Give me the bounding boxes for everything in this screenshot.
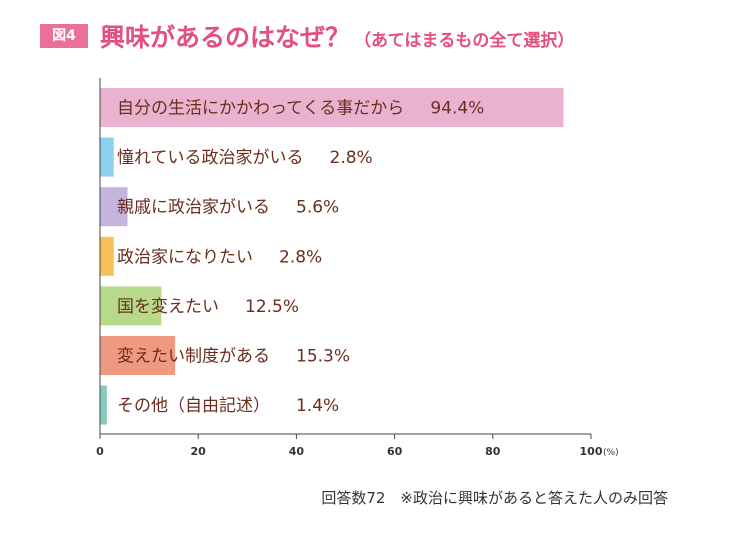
category-label-0: 自分の生活にかかわってくる事だから bbox=[117, 99, 404, 119]
x-tick-label-3: 60 bbox=[387, 445, 403, 458]
x-tick-label-4: 80 bbox=[485, 445, 501, 458]
figure-label-badge: 図4 bbox=[40, 24, 88, 48]
value-label-0: 94.4% bbox=[430, 99, 484, 119]
category-label-1: 憧れている政治家がいる bbox=[117, 148, 304, 168]
category-label-2: 親戚に政治家がいる bbox=[117, 198, 270, 218]
value-label-2: 5.6% bbox=[296, 198, 339, 218]
value-label-6: 1.4% bbox=[296, 396, 339, 416]
bar-label-0: 自分の生活にかかわってくる事だから 94.4% bbox=[117, 99, 484, 119]
footnote: 回答数72 ※政治に興味があると答えた人のみ回答 bbox=[321, 489, 668, 507]
bar-3 bbox=[100, 236, 114, 276]
category-label-6: その他（自由記述） bbox=[117, 396, 270, 416]
chart-title-block: 興味があるのはなぜ？ （あてはまるもの全て選択） bbox=[100, 18, 574, 54]
x-unit-label: (%) bbox=[603, 448, 619, 458]
chart-title: 興味があるのはなぜ？ bbox=[100, 23, 351, 52]
category-label-4: 国を変えたい bbox=[117, 297, 219, 317]
category-label-3: 政治家になりたい bbox=[117, 247, 253, 267]
bar-label-6: その他（自由記述） 1.4% bbox=[117, 396, 339, 416]
bar-label-5: 変えたい制度がある 15.3% bbox=[117, 347, 350, 367]
bar-0 bbox=[100, 88, 564, 127]
bar-1 bbox=[100, 137, 114, 177]
bar-label-3: 政治家になりたい 2.8% bbox=[117, 247, 322, 267]
x-tick-label-5: 100 bbox=[580, 445, 603, 458]
bar-2 bbox=[100, 187, 128, 227]
chart-subtitle: （あてはまるもの全て選択） bbox=[354, 31, 575, 51]
x-tick-label-0: 0 bbox=[96, 445, 104, 458]
x-tick-label-1: 20 bbox=[191, 445, 207, 458]
bar-label-1: 憧れている政治家がいる 2.8% bbox=[117, 148, 373, 168]
category-label-5: 変えたい制度がある bbox=[117, 347, 270, 367]
value-label-1: 2.8% bbox=[330, 148, 373, 168]
bar-5 bbox=[100, 336, 176, 375]
bar-4 bbox=[100, 286, 162, 326]
value-label-3: 2.8% bbox=[279, 247, 322, 267]
x-tick-label-2: 40 bbox=[289, 445, 305, 458]
bar-6 bbox=[100, 385, 107, 425]
bar-label-4: 国を変えたい 12.5% bbox=[117, 297, 299, 317]
bar-label-2: 親戚に政治家がいる 5.6% bbox=[117, 198, 339, 218]
value-label-5: 15.3% bbox=[296, 347, 350, 367]
value-label-4: 12.5% bbox=[245, 297, 299, 317]
